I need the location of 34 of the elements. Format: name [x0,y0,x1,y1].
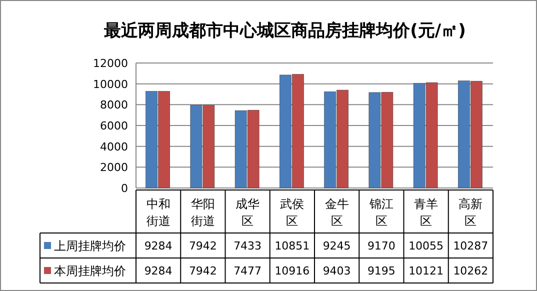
x-tick-label: 金牛区 [324,197,349,228]
y-tick-label: 12000 [93,57,128,70]
x-tick-label: 武侯区 [280,197,304,228]
data-label: 7433 [234,240,262,252]
data-label: 9195 [367,264,396,278]
y-tick-label: 4000 [100,140,128,154]
x-tick-label: 华阳街道 [190,197,215,228]
x-tick-label: 中和街道 [146,197,170,228]
y-tick-label: 2000 [100,161,128,174]
data-label: 9245 [322,240,351,252]
legend-label: 本周挂牌均价 [54,264,126,278]
data-label: 10287 [453,240,488,252]
data-label: 7477 [234,264,262,278]
legend-label: 上周挂牌均价 [54,239,126,253]
y-tick-label: 10000 [93,78,128,91]
x-tick-label: 高新区 [458,197,483,228]
data-label: 10851 [274,240,310,252]
data-label: 7942 [188,240,217,252]
x-tick-label: 锦江区 [368,197,394,228]
data-label: 10916 [274,264,310,278]
data-label: 10262 [453,264,488,278]
y-tick-label: 6000 [100,120,128,132]
y-tick-label: 8000 [100,98,128,112]
data-label: 9284 [144,264,172,278]
x-tick-label: 成华区 [236,197,260,228]
chart-title: 最近两周成都市中心城区商品房挂牌均价(元/㎡) [103,21,466,41]
y-tick-label: 0 [121,182,128,195]
x-tick-label: 青羊区 [414,197,438,228]
data-label: 9170 [367,240,396,252]
data-label: 10055 [408,240,444,252]
data-label: 9403 [322,264,351,278]
data-label: 10121 [408,264,444,278]
data-label: 9284 [144,240,172,252]
data-label: 7942 [188,264,217,278]
